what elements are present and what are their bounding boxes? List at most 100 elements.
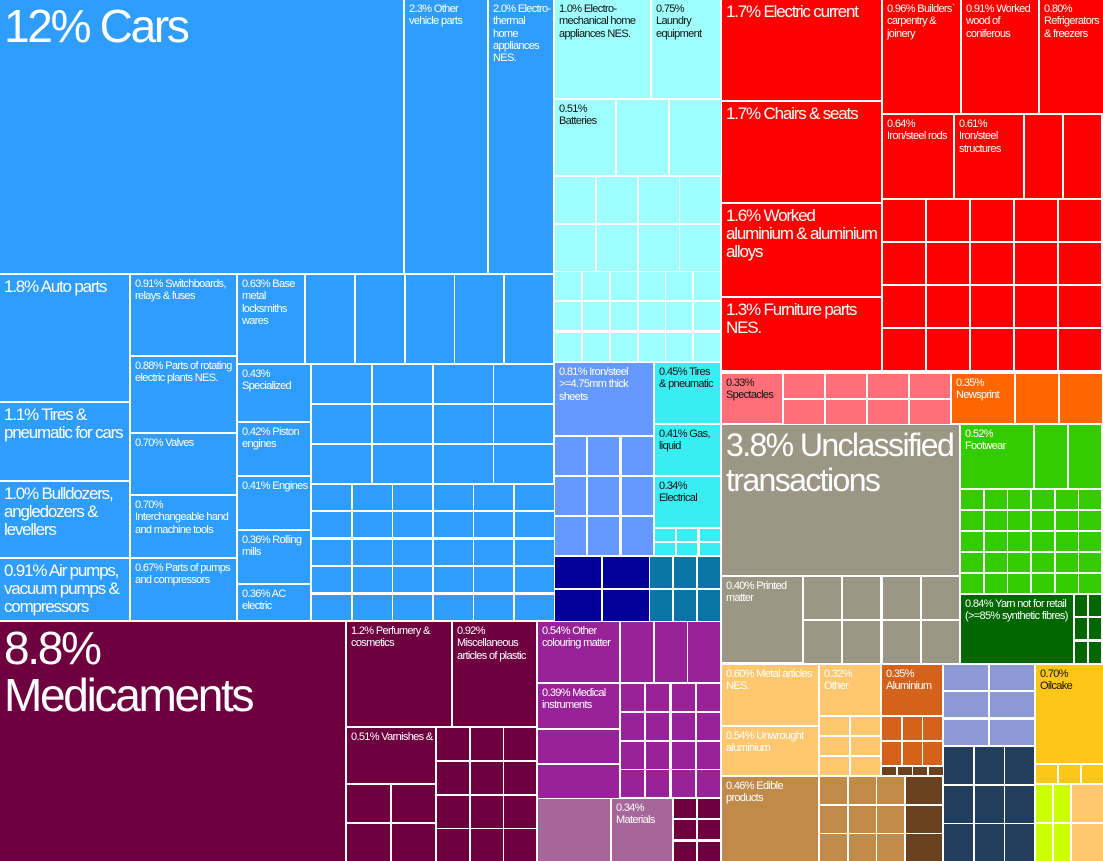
treemap-tile-unlabeled <box>1005 747 1034 784</box>
treemap-tile: 0.88% Parts of rotating electric plants … <box>131 357 236 432</box>
treemap-tile-unlabeled <box>555 517 586 555</box>
treemap-tile-unlabeled <box>1008 553 1030 572</box>
tile-label: 0.46% Edible products <box>726 780 784 805</box>
treemap-tile-unlabeled <box>1056 574 1078 593</box>
treemap-tile-unlabeled <box>677 543 697 555</box>
treemap-tile-unlabeled <box>621 742 644 769</box>
treemap-tile: 8.8% Medicaments <box>0 622 345 861</box>
treemap-tile-unlabeled <box>906 806 942 833</box>
treemap-tile-unlabeled <box>373 365 432 403</box>
treemap-tile-unlabeled <box>621 684 644 711</box>
tile-label: 0.34% Electrical <box>659 480 698 505</box>
treemap-tile: 0.91% Switchboards, relays & fuses <box>131 275 236 355</box>
tile-label: 0.36% AC electric <box>242 588 286 613</box>
treemap-tile: 0.39% Medical instruments <box>538 684 619 728</box>
treemap-tile-unlabeled <box>971 286 1013 327</box>
treemap-tile-unlabeled <box>353 540 392 565</box>
tile-label: 2.3% Other vehicle parts <box>409 3 463 28</box>
treemap-tile-unlabeled <box>674 590 696 621</box>
tile-label: 1.6% Worked aluminium & aluminium alloys <box>726 206 878 261</box>
treemap-tile: 0.34% Materials <box>612 799 672 861</box>
treemap-tile-unlabeled <box>555 302 581 330</box>
tile-label: 0.80% Refrigerators & freezers <box>1044 3 1100 40</box>
treemap-tile-unlabeled <box>1079 490 1101 509</box>
treemap-tile-unlabeled <box>826 374 866 398</box>
treemap-tile-unlabeled <box>1008 574 1030 593</box>
treemap-tile-unlabeled <box>698 799 720 818</box>
treemap-tile-unlabeled <box>882 742 901 765</box>
treemap-tile-unlabeled <box>1032 532 1054 551</box>
treemap-tile-unlabeled <box>927 329 969 370</box>
treemap-tile-unlabeled <box>851 717 880 735</box>
treemap-tile-unlabeled <box>961 574 983 593</box>
treemap-tile-unlabeled <box>985 574 1007 593</box>
treemap-tile-unlabeled <box>1015 329 1057 370</box>
treemap-tile-unlabeled <box>505 275 553 363</box>
treemap-tile-unlabeled <box>843 621 880 663</box>
treemap-tile-unlabeled <box>877 806 904 833</box>
treemap-tile-unlabeled <box>804 621 841 663</box>
treemap-tile-unlabeled <box>883 577 920 619</box>
treemap-tile-unlabeled <box>923 742 942 765</box>
treemap-tile-unlabeled <box>1082 765 1103 783</box>
treemap-tile-unlabeled <box>621 713 644 740</box>
treemap-tile-unlabeled <box>639 333 665 361</box>
treemap-tile: 0.70% Valves <box>131 434 236 494</box>
tile-label: 0.52% Footwear <box>965 428 1006 453</box>
treemap-tile-unlabeled <box>646 713 669 740</box>
treemap-tile-unlabeled <box>1059 200 1101 241</box>
treemap-tile-unlabeled <box>680 177 720 223</box>
treemap-tile-unlabeled <box>1075 595 1087 616</box>
treemap-tile-unlabeled <box>312 445 371 483</box>
tile-label: 0.67% Parts of pumps and compressors <box>135 562 231 587</box>
treemap-tile-unlabeled <box>971 329 1013 370</box>
treemap-tile-unlabeled <box>555 437 586 475</box>
treemap-tile-unlabeled <box>697 684 720 711</box>
treemap-tile-unlabeled <box>910 400 950 424</box>
treemap-tile-unlabeled <box>666 333 692 361</box>
tile-label: 0.63% Base metal locksmiths wares <box>242 278 295 327</box>
tile-label: 0.35% Newsprint <box>956 377 1000 402</box>
treemap-tile: 0.51% Batteries <box>555 100 615 175</box>
treemap-tile: 1.3% Furniture parts NES. <box>722 298 881 370</box>
treemap-tile-unlabeled <box>1032 553 1054 572</box>
treemap-tile: 1.1% Tires & pneumatic for cars <box>0 403 129 480</box>
treemap-tile-unlabeled <box>923 717 942 740</box>
treemap-tile-unlabeled <box>474 512 513 537</box>
treemap-tile-unlabeled <box>515 540 554 565</box>
treemap-tile-unlabeled <box>688 622 720 682</box>
treemap-tile: 1.0% Electro-mechanical home appliances … <box>555 0 650 98</box>
treemap-tile: 12% Cars <box>0 0 403 273</box>
treemap-tile-unlabeled <box>882 767 896 775</box>
treemap-tile: 2.3% Other vehicle parts <box>405 0 487 273</box>
treemap-tile-unlabeled <box>437 829 469 861</box>
treemap-tile: 0.40% Printed matter <box>722 577 802 662</box>
treemap-tile-unlabeled <box>666 272 692 300</box>
treemap-tile-unlabeled <box>392 824 435 861</box>
treemap-tile-unlabeled <box>622 517 653 555</box>
treemap-tile-unlabeled <box>312 365 371 403</box>
treemap-tile-unlabeled <box>698 842 720 861</box>
treemap-tile-unlabeled <box>515 485 554 510</box>
treemap-tile-unlabeled <box>985 511 1007 530</box>
treemap-tile-unlabeled <box>555 477 586 515</box>
treemap-tile-unlabeled <box>603 590 649 621</box>
treemap-tile-unlabeled <box>597 177 637 223</box>
treemap-tile-unlabeled <box>820 717 849 735</box>
treemap-tile-unlabeled <box>471 829 503 861</box>
treemap-tile: 1.6% Worked aluminium & aluminium alloys <box>722 204 881 296</box>
treemap-tile: 0.91% Worked wood of coniferous <box>962 0 1038 113</box>
treemap-tile-unlabeled <box>1059 243 1101 284</box>
treemap-tile-unlabeled <box>700 529 720 541</box>
treemap-tile-unlabeled <box>698 590 720 621</box>
treemap-tile: 0.36% AC electric <box>238 585 310 620</box>
treemap-tile: 0.34% Electrical <box>655 477 720 527</box>
treemap-tile-unlabeled <box>868 400 908 424</box>
tile-label: 0.70% Interchangeable hand and machine t… <box>135 499 229 536</box>
tile-label: 0.54% Unwrought aluminium <box>726 730 804 755</box>
treemap-tile-unlabeled <box>434 512 473 537</box>
treemap-tile-unlabeled <box>312 485 351 510</box>
treemap-tile-unlabeled <box>944 786 973 823</box>
treemap-tile-unlabeled <box>1079 511 1101 530</box>
treemap-tile-unlabeled <box>639 225 679 271</box>
